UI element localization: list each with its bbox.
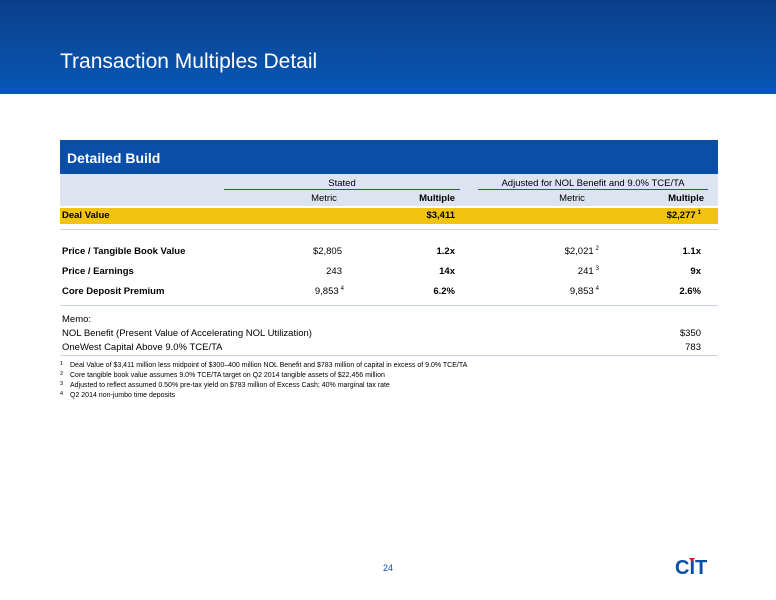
col-header-metric-stated: Metric (311, 193, 337, 204)
row-stated-multiple: 6.2% (433, 286, 455, 297)
row-label: Price / Earnings (62, 266, 134, 277)
group-underline-stated (224, 189, 460, 190)
divider (60, 305, 718, 306)
table-heading: Detailed Build (67, 150, 161, 166)
group-header-adjusted: Adjusted for NOL Benefit and 9.0% TCE/TA (501, 178, 685, 189)
header-banner: Transaction Multiples Detail (0, 0, 776, 94)
memo-value: 783 (685, 342, 701, 353)
page-title: Transaction Multiples Detail (60, 50, 318, 73)
memo-label: OneWest Capital Above 9.0% TCE/TA (62, 342, 223, 353)
row-stated-multiple: 14x (439, 266, 455, 277)
col-header-metric-adjusted: Metric (559, 193, 585, 204)
deal-value-adjusted: $2,277 1 (666, 210, 701, 222)
page-number: 24 (382, 563, 393, 573)
memo-heading: Memo: (62, 314, 92, 325)
deal-value-label: Deal Value (62, 210, 110, 221)
row-adjusted-metric: 9,853 4 (569, 286, 599, 298)
row-label: Core Deposit Premium (62, 286, 165, 297)
row-stated-metric: 243 (326, 266, 342, 277)
group-underline-adjusted (478, 189, 708, 190)
column-header-band (60, 174, 718, 206)
table-heading-bar: Detailed Build (60, 140, 718, 174)
memo-label: NOL Benefit (Present Value of Accelerati… (62, 328, 312, 339)
divider (60, 229, 718, 230)
deal-value-stated: $3,411 (426, 210, 455, 221)
svg-text:CIT: CIT (675, 557, 707, 578)
col-header-multiple-stated: Multiple (419, 193, 455, 204)
row-adjusted-multiple: 2.6% (679, 286, 701, 297)
row-label: Price / Tangible Book Value (62, 246, 186, 257)
divider (60, 355, 718, 356)
cit-logo: CIT (675, 556, 715, 579)
group-header-stated: Stated (328, 178, 356, 189)
row-adjusted-metric: 241 3 (577, 266, 599, 278)
cit-logo-icon: CIT (675, 557, 707, 579)
row-stated-multiple: 1.2x (436, 246, 456, 257)
row-adjusted-metric: $2,021 2 (564, 246, 599, 258)
row-adjusted-multiple: 9x (690, 266, 701, 277)
row-adjusted-multiple: 1.1x (682, 246, 702, 257)
deal-value-row (60, 208, 718, 224)
col-header-multiple-adjusted: Multiple (668, 193, 704, 204)
row-stated-metric: $2,805 (312, 246, 342, 257)
row-stated-metric: 9,853 4 (314, 286, 344, 298)
memo-value: $350 (679, 328, 701, 339)
detailed-build-table: Detailed Build Stated Adjusted for NOL B… (60, 140, 718, 353)
